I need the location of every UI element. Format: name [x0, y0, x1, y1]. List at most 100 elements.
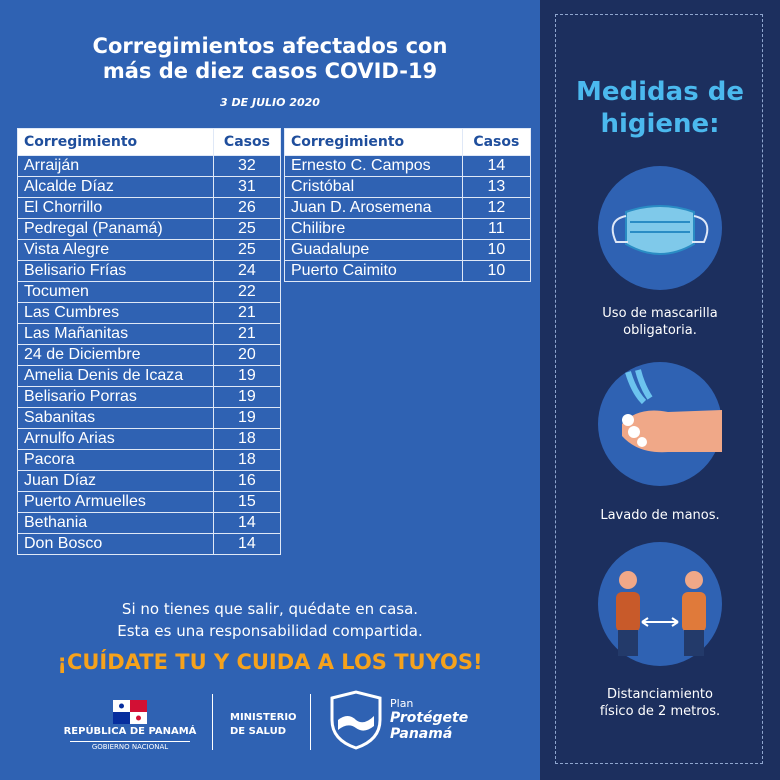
column-header: Corregimiento — [284, 128, 463, 156]
distance-icon — [598, 542, 722, 666]
table-right: Corregimiento Casos Ernesto C. Campos 14 Cri… — [284, 128, 532, 282]
name-cell: Ernesto C. Campos — [284, 155, 463, 177]
name-cell: Chilibre — [284, 218, 463, 240]
logo-text: GOBIERNO NACIONAL — [70, 741, 190, 751]
logo-text: Plan — [390, 697, 414, 710]
cases-cell: 25 — [212, 218, 282, 240]
name-cell: Amelia Denis de Icaza — [17, 365, 214, 387]
table-row: Guadalupe 10 — [284, 239, 532, 261]
sidebar-title-line: Medidas de — [576, 77, 744, 107]
table-left: Corregimiento Casos Arraiján 32 Alcalde Díaz… — [17, 128, 282, 555]
column-header: Casos — [461, 128, 532, 156]
footer-line: Si no tienes que salir, quédate en casa. — [121, 600, 419, 618]
sidebar-title: Medidas de higiene: — [540, 76, 780, 140]
measure-line: Uso de mascarilla — [602, 306, 718, 321]
table-row: Chilibre 11 — [284, 218, 532, 240]
name-cell: Guadalupe — [284, 239, 463, 261]
table-row: Cristóbal 13 — [284, 176, 532, 198]
table-row: 24 de Diciembre 20 — [17, 344, 282, 366]
name-cell: Puerto Armuelles — [17, 491, 214, 513]
cases-cell: 19 — [212, 407, 282, 429]
cases-cell: 10 — [461, 239, 532, 261]
divider — [310, 694, 311, 750]
mask-icon — [598, 166, 722, 290]
table-row: Ernesto C. Campos 14 — [284, 155, 532, 177]
divider — [212, 694, 213, 750]
table-row: Puerto Armuelles 15 — [17, 491, 282, 513]
date: 3 DE JULIO 2020 — [220, 96, 320, 109]
name-cell: Belisario Frías — [17, 260, 214, 282]
table-row: Tocumen 22 — [17, 281, 282, 303]
table-row: Belisario Porras 19 — [17, 386, 282, 408]
table-row: Pedregal (Panamá) 25 — [17, 218, 282, 240]
logo-text: MINISTERIO — [230, 712, 297, 723]
cases-cell: 14 — [461, 155, 532, 177]
measure: Uso de mascarilla obligatoria. — [540, 305, 780, 339]
cases-cell: 31 — [212, 176, 282, 198]
cases-cell: 21 — [212, 323, 282, 345]
table-row: Bethania 14 — [17, 512, 282, 534]
table-row: Las Mañanitas 21 — [17, 323, 282, 345]
table-row: Pacora 18 — [17, 449, 282, 471]
table-row: Puerto Caimito 10 — [284, 260, 532, 282]
table-row: Amelia Denis de Icaza 19 — [17, 365, 282, 387]
cases-cell: 11 — [461, 218, 532, 240]
cases-cell: 21 — [212, 302, 282, 324]
name-cell: Bethania — [17, 512, 214, 534]
table-row: Belisario Frías 24 — [17, 260, 282, 282]
name-cell: Juan D. Arosemena — [284, 197, 463, 219]
title: Corregimientos afectados con más de diez… — [0, 34, 540, 84]
sidebar-title-line: higiene: — [600, 109, 720, 139]
measure: Lavado de manos. — [540, 507, 780, 524]
table-row: Sabanitas 19 — [17, 407, 282, 429]
name-cell: Alcalde Díaz — [17, 176, 214, 198]
title-line: más de diez casos COVID-19 — [102, 59, 438, 83]
measure-line: físico de 2 metros. — [599, 704, 721, 719]
table-row: Las Cumbres 21 — [17, 302, 282, 324]
cases-cell: 18 — [212, 449, 282, 471]
shield-logo — [330, 690, 382, 750]
cases-cell: 19 — [212, 365, 282, 387]
cases-cell: 12 — [461, 197, 532, 219]
name-cell: Las Cumbres — [17, 302, 214, 324]
cases-cell: 15 — [212, 491, 282, 513]
name-cell: Belisario Porras — [17, 386, 214, 408]
name-cell: 24 de Diciembre — [17, 344, 214, 366]
logo-text: Panamá — [390, 726, 453, 742]
measure-line: obligatoria. — [623, 323, 697, 338]
cases-cell: 25 — [212, 239, 282, 261]
cases-cell: 26 — [212, 197, 282, 219]
name-cell: Juan Díaz — [17, 470, 214, 492]
logo-text: Protégete — [390, 710, 469, 726]
name-cell: Arraiján — [17, 155, 214, 177]
name-cell: Don Bosco — [17, 533, 214, 555]
cases-cell: 13 — [461, 176, 532, 198]
slogan: ¡CUÍDATE TU Y CUIDA A LOS TUYOS! — [57, 650, 483, 674]
table-row: Vista Alegre 25 — [17, 239, 282, 261]
measure: Distanciamiento físico de 2 metros. — [540, 686, 780, 720]
cases-cell: 20 — [212, 344, 282, 366]
name-cell: Las Mañanitas — [17, 323, 214, 345]
table-row: Arraiján 32 — [17, 155, 282, 177]
name-cell: Vista Alegre — [17, 239, 214, 261]
name-cell: Tocumen — [17, 281, 214, 303]
header-row: Corregimiento Casos — [17, 128, 282, 156]
flag — [113, 700, 147, 724]
table-row: Alcalde Díaz 31 — [17, 176, 282, 198]
column-header: Corregimiento — [17, 128, 214, 156]
cases-cell: 24 — [212, 260, 282, 282]
name-cell: Pedregal (Panamá) — [17, 218, 214, 240]
name-cell: Cristóbal — [284, 176, 463, 198]
table-row: Juan D. Arosemena 12 — [284, 197, 532, 219]
measure-line: Lavado de manos. — [600, 508, 720, 523]
name-cell: Pacora — [17, 449, 214, 471]
cases-cell: 19 — [212, 386, 282, 408]
cases-cell: 22 — [212, 281, 282, 303]
table-row: Don Bosco 14 — [17, 533, 282, 555]
name-cell: Sabanitas — [17, 407, 214, 429]
logo-text: REPÚBLICA DE PANAMÁ — [63, 726, 197, 737]
cases-cell: 14 — [212, 512, 282, 534]
table-row: El Chorrillo 26 — [17, 197, 282, 219]
logo-text: DE SALUD — [230, 726, 286, 737]
